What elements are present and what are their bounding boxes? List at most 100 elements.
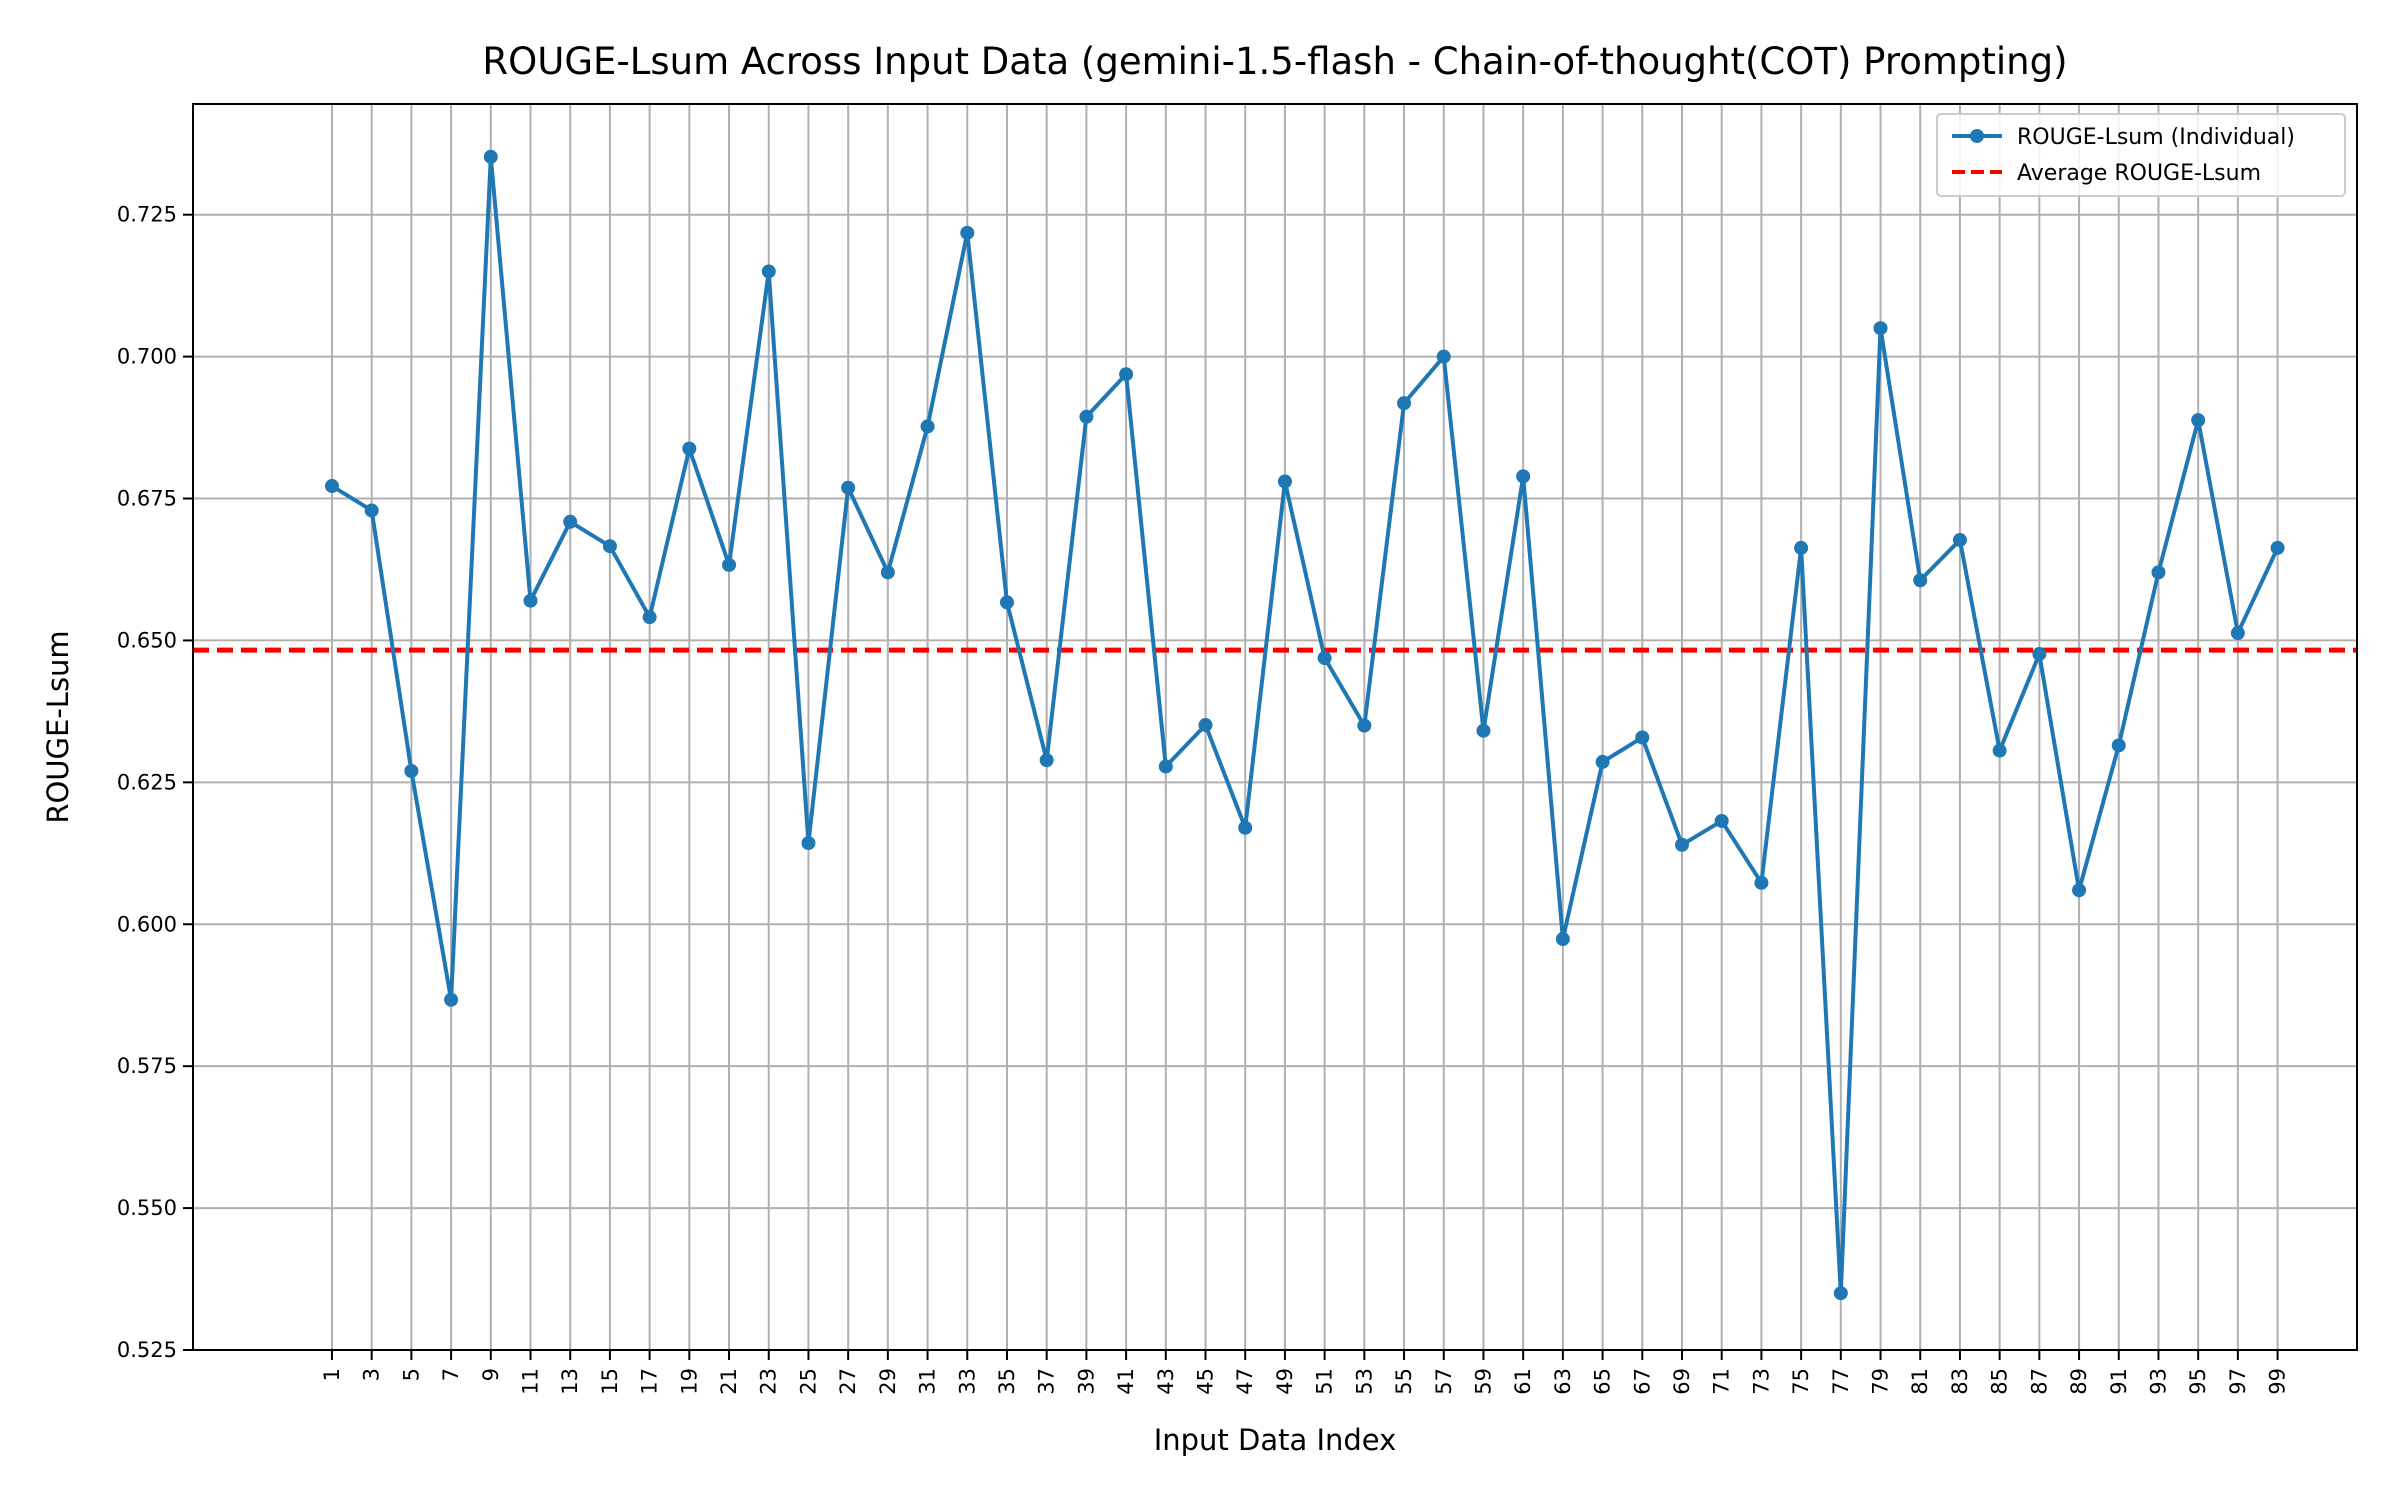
data-point — [1476, 723, 1491, 738]
data-point — [1119, 367, 1134, 382]
data-point — [1833, 1286, 1848, 1301]
data-point — [1992, 743, 2007, 758]
x-tick-label: 85 — [1988, 1368, 2012, 1395]
grid — [193, 104, 2357, 1351]
x-tick-label: 17 — [638, 1368, 662, 1395]
data-point — [1595, 754, 1610, 769]
x-tick-label: 87 — [2027, 1368, 2051, 1395]
y-tick-label: 0.675 — [117, 487, 177, 511]
data-point — [761, 264, 776, 279]
data-point — [2032, 647, 2047, 662]
data-point — [1516, 469, 1531, 484]
data-point — [1952, 532, 1967, 547]
data-point — [404, 763, 419, 778]
legend-label-individual: ROUGE-Lsum (Individual) — [2017, 125, 2295, 150]
data-point — [1039, 753, 1054, 768]
data-point — [999, 595, 1014, 610]
x-tick-label: 73 — [1749, 1368, 1773, 1395]
x-tick-label: 75 — [1789, 1368, 1813, 1395]
data-point — [602, 539, 617, 554]
data-point — [1635, 730, 1650, 745]
data-point — [920, 419, 935, 434]
x-tick-label: 1 — [320, 1368, 344, 1381]
y-tick-label: 0.525 — [117, 1338, 177, 1362]
data-point — [642, 610, 657, 625]
series-line-individual — [330, 154, 2280, 1296]
x-tick-label: 77 — [1829, 1368, 1853, 1395]
x-tick-label: 43 — [1154, 1368, 1178, 1395]
y-tick-label: 0.650 — [117, 628, 177, 652]
x-tick-label: 91 — [2107, 1368, 2131, 1395]
x-tick-label: 55 — [1392, 1368, 1416, 1395]
data-point — [1198, 718, 1213, 733]
data-point — [801, 836, 816, 851]
x-tick-label: 51 — [1313, 1368, 1337, 1395]
data-point — [1913, 573, 1928, 588]
y-tick-label: 0.700 — [117, 345, 177, 369]
x-tick-label: 25 — [796, 1368, 820, 1395]
legend-label-average: Average ROUGE-Lsum — [2017, 161, 2261, 186]
x-tick-label: 45 — [1194, 1368, 1218, 1395]
legend: ROUGE-Lsum (Individual) Average ROUGE-Ls… — [1936, 113, 2346, 197]
x-tick-label: 21 — [717, 1368, 741, 1395]
data-point — [2230, 626, 2245, 641]
x-tick-label: 67 — [1630, 1368, 1654, 1395]
y-tick-label: 0.725 — [117, 203, 177, 227]
x-tick-label: 79 — [1869, 1368, 1893, 1395]
x-tick-label: 61 — [1511, 1368, 1535, 1395]
x-tick-label: 69 — [1670, 1368, 1694, 1395]
x-tick-label: 39 — [1074, 1368, 1098, 1395]
x-tick-label: 53 — [1352, 1368, 1376, 1395]
data-point — [1158, 759, 1173, 774]
data-point — [1873, 321, 1888, 336]
x-tick-label: 71 — [1710, 1368, 1734, 1395]
data-point — [1555, 932, 1570, 947]
data-point — [2151, 565, 2166, 580]
data-point — [1397, 396, 1412, 411]
x-tick-label: 35 — [995, 1368, 1019, 1395]
data-point — [2191, 413, 2206, 428]
x-tick-label: 3 — [360, 1368, 384, 1381]
x-axis-label: Input Data Index — [1154, 1423, 1397, 1457]
data-point — [2270, 540, 2285, 555]
x-tick-label: 9 — [479, 1368, 503, 1381]
data-point — [1794, 540, 1809, 555]
data-point — [1317, 651, 1332, 666]
x-tick-label: 95 — [2186, 1368, 2210, 1395]
x-tick-label: 81 — [1908, 1368, 1932, 1395]
x-tick-label: 31 — [916, 1368, 940, 1395]
legend-marker-individual — [1970, 129, 1984, 143]
x-tick-label: 63 — [1551, 1368, 1575, 1395]
ticks: 1 3 5 7 9 11 13 15 17 19 21 23 25 27 29 31 33 35 37 39 41 43 4… — [117, 203, 2290, 1395]
x-tick-label: 15 — [598, 1368, 622, 1395]
data-point — [682, 441, 697, 456]
x-tick-label: 7 — [439, 1368, 463, 1381]
x-tick-label: 65 — [1591, 1368, 1615, 1395]
x-tick-label: 89 — [2067, 1368, 2091, 1395]
x-tick-label: 59 — [1471, 1368, 1495, 1395]
y-tick-label: 0.600 — [117, 912, 177, 936]
x-tick-label: 57 — [1432, 1368, 1456, 1395]
data-point — [1674, 837, 1689, 852]
data-point — [324, 479, 339, 494]
y-tick-label: 0.550 — [117, 1196, 177, 1220]
data-point — [1079, 409, 1094, 424]
x-tick-label: 83 — [1948, 1368, 1972, 1395]
data-point — [523, 593, 538, 608]
series-layer — [324, 149, 2285, 1301]
y-axis-label: ROUGE-Lsum — [41, 630, 75, 823]
x-tick-label: 27 — [836, 1368, 860, 1395]
x-tick-label: 47 — [1233, 1368, 1257, 1395]
x-tick-label: 97 — [2226, 1368, 2250, 1395]
data-point — [880, 565, 895, 580]
data-point — [563, 514, 578, 529]
chart-title: ROUGE-Lsum Across Input Data (gemini-1.5… — [482, 40, 2067, 83]
plot-frame — [192, 103, 2358, 1351]
x-tick-label: 29 — [876, 1368, 900, 1395]
x-tick-label: 49 — [1273, 1368, 1297, 1395]
data-point — [960, 225, 975, 240]
x-tick-label: 19 — [677, 1368, 701, 1395]
y-tick-label: 0.575 — [117, 1054, 177, 1078]
x-tick-label: 99 — [2266, 1368, 2290, 1395]
